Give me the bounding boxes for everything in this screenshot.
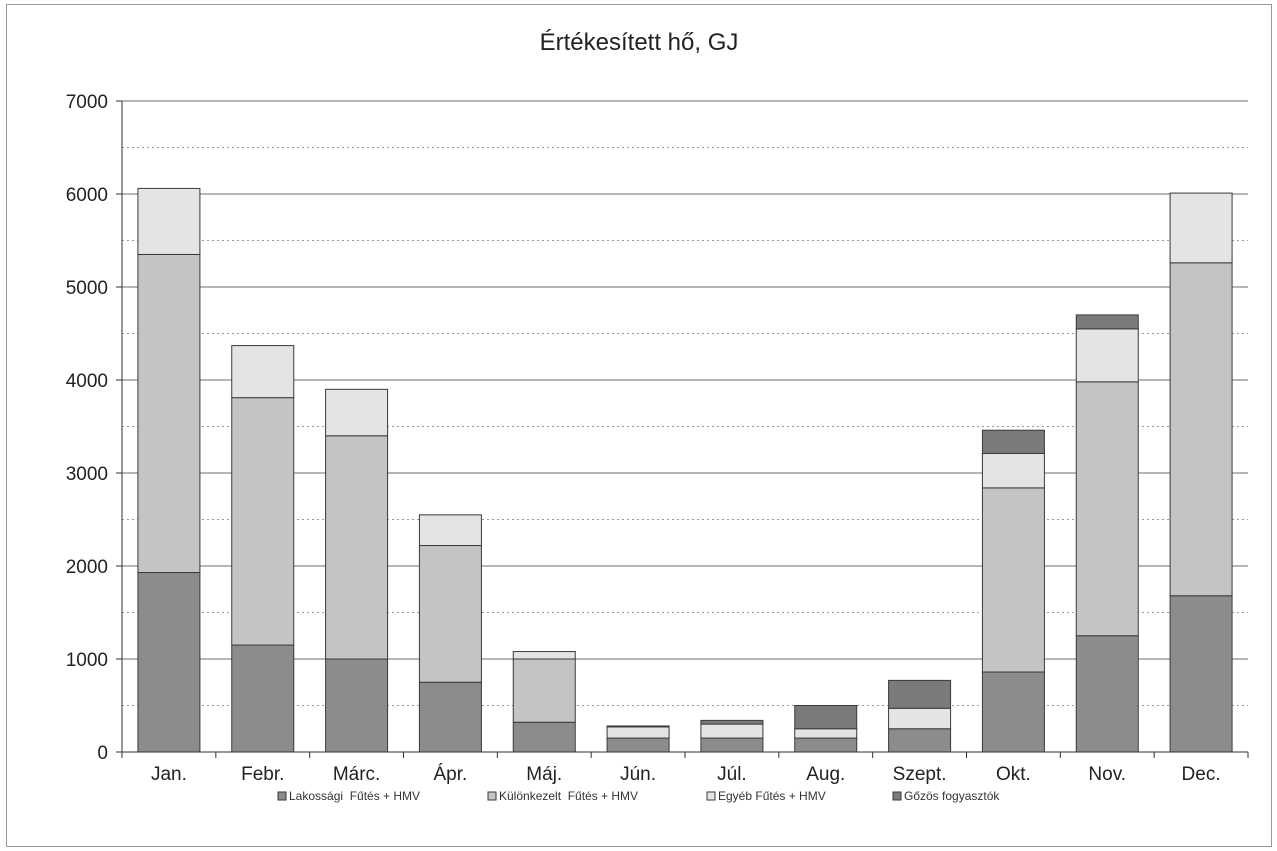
- y-tick-label: 5000: [66, 278, 108, 299]
- bar-segment-3: [512, 651, 576, 660]
- bar-segment-3: [137, 187, 201, 255]
- y-tick-label: 1000: [66, 650, 108, 671]
- legend-label: Egyéb Fűtés + HMV: [718, 789, 826, 803]
- legend-swatch: [487, 791, 497, 801]
- bar-segment-1: [606, 737, 670, 753]
- bar-segment-1: [137, 572, 201, 753]
- y-tick-label: 2000: [66, 557, 108, 578]
- x-tick-label: Jún.: [620, 764, 656, 785]
- legend-label: Gőzös fogyasztók: [904, 789, 1000, 803]
- y-tick-label: 4000: [66, 371, 108, 392]
- bar-segment-1: [231, 644, 295, 753]
- bar-segment-2: [1169, 262, 1233, 597]
- bar-segment-3: [888, 707, 952, 730]
- chart-frame: [6, 4, 1272, 847]
- y-tick-label: 6000: [66, 185, 108, 206]
- x-tick-label: Júl.: [717, 764, 747, 785]
- bars: [137, 187, 1233, 753]
- bar-segment-3: [606, 726, 670, 739]
- bar-segment-1: [888, 728, 952, 753]
- x-tick-label: Nov.: [1088, 764, 1126, 785]
- bar-segment-1: [418, 681, 482, 753]
- bar-segment-1: [325, 658, 389, 753]
- bar-segment-3: [325, 388, 389, 437]
- bar-segment-2: [137, 253, 201, 574]
- bar-segment-2: [1075, 381, 1139, 637]
- bar-segment-4: [794, 705, 858, 730]
- bar-segment-2: [981, 487, 1045, 673]
- x-tick-label: Okt.: [996, 764, 1031, 785]
- chart-title: Értékesített hő, GJ: [540, 29, 739, 56]
- bar-segment-3: [700, 723, 764, 739]
- axes: [116, 100, 1249, 758]
- bar-segment-1: [1169, 595, 1233, 753]
- x-tick-label: Dec.: [1182, 764, 1221, 785]
- y-tick-label: 7000: [66, 92, 108, 113]
- x-tick-label: Febr.: [241, 764, 284, 785]
- bar-segment-4: [888, 679, 952, 709]
- bar-segment-1: [794, 737, 858, 753]
- bar-segment-4: [700, 719, 764, 725]
- bar-segment-2: [418, 545, 482, 683]
- legend-swatch: [892, 791, 902, 801]
- x-tick-label: Márc.: [333, 764, 381, 785]
- legend-swatch: [706, 791, 716, 801]
- bar-segment-1: [1075, 635, 1139, 753]
- bar-segment-3: [418, 514, 482, 547]
- x-tick-label: Szept.: [893, 764, 947, 785]
- grid-lines: [122, 100, 1248, 706]
- bar-segment-1: [981, 671, 1045, 753]
- bar-segment-1: [512, 721, 576, 753]
- bar-segment-3: [1075, 328, 1139, 383]
- x-tick-label: Jan.: [151, 764, 187, 785]
- legend: Lakossági Fűtés + HMV Különkezelt Fűtés +…: [277, 789, 1000, 803]
- bar-segment-4: [1075, 314, 1139, 330]
- bar-segment-3: [231, 345, 295, 399]
- bar-segment-2: [325, 435, 389, 660]
- x-tick-label: Aug.: [806, 764, 845, 785]
- x-tick-labels: Jan. Febr. Márc. Ápr. Máj. Jún. Júl. Aug. Szept.…: [151, 764, 1221, 785]
- bar-segment-4: [981, 429, 1045, 454]
- bar-segment-2: [512, 658, 576, 723]
- y-tick-labels: 0 1000 2000 3000 4000 5000 6000 7000: [66, 92, 108, 764]
- bar-segment-3: [794, 728, 858, 739]
- bar-segment-4: [606, 725, 670, 728]
- legend-swatch: [277, 791, 287, 801]
- legend-label: Különkezelt Fűtés + HMV: [499, 789, 638, 803]
- bar-segment-3: [1169, 192, 1233, 264]
- y-tick-label: 0: [97, 743, 108, 764]
- x-tick-label: Máj.: [526, 764, 562, 785]
- bar-segment-2: [231, 397, 295, 646]
- bar-segment-3: [981, 452, 1045, 489]
- x-tick-label: Ápr.: [434, 764, 468, 785]
- bar-segment-1: [700, 737, 764, 753]
- legend-label: Lakossági Fűtés + HMV: [289, 789, 420, 803]
- y-tick-label: 3000: [66, 464, 108, 485]
